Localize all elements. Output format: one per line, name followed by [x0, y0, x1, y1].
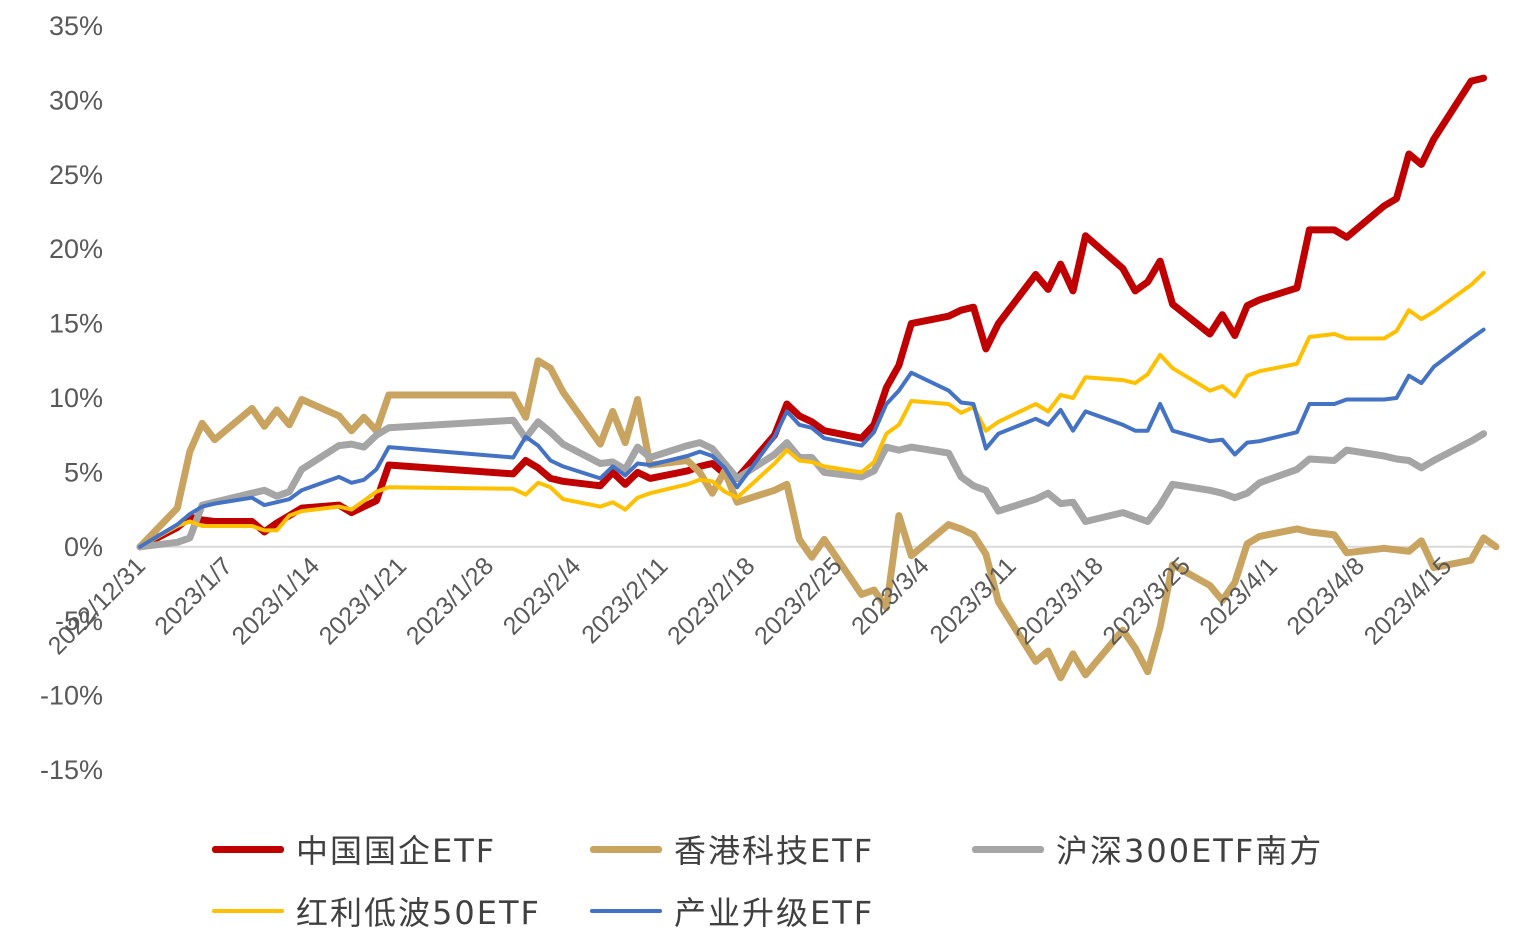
series-line-1	[136, 357, 1500, 682]
x-tick-label: 2023/4/15	[1359, 552, 1457, 650]
legend-item-industry-upgrade: 产业升级ETF	[590, 888, 874, 934]
legend-label-csi300: 沪深300ETF南方	[1056, 832, 1324, 870]
legend-item-csi300: 沪深300ETF南方	[972, 826, 1323, 872]
y-tick-label: 10%	[49, 383, 103, 413]
y-axis-ticks: 35% 30% 25% 20% 15% 10% 5% 0% -5% -10% -15%	[40, 11, 103, 785]
y-tick-label: -5%	[55, 606, 103, 636]
y-tick-label: 25%	[49, 160, 103, 190]
y-tick-label: -10%	[40, 681, 103, 711]
legend-swatch-dividend-lowvol	[212, 909, 284, 913]
x-axis-ticks: 2022/12/312023/1/72023/1/142023/1/212023…	[43, 552, 1458, 660]
x-tick-label: 2023/1/28	[401, 552, 499, 650]
legend-item-dividend-lowvol: 红利低波50ETF	[212, 888, 541, 934]
y-tick-label: -15%	[40, 755, 103, 785]
y-tick-label: 35%	[49, 11, 103, 41]
x-tick-label: 2023/4/8	[1281, 552, 1370, 641]
series-line-0	[136, 74, 1488, 551]
legend-swatch-china-soe	[212, 845, 284, 853]
x-tick-label: 2023/3/18	[1010, 552, 1108, 650]
series-line-4	[138, 327, 1486, 549]
legend-swatch-csi300	[972, 845, 1044, 853]
series-line-3	[138, 271, 1486, 549]
series-line-2	[136, 416, 1488, 551]
x-tick-label: 2023/2/11	[576, 552, 673, 649]
x-tick-label: 2023/1/7	[149, 552, 238, 641]
legend-label-china-soe: 中国国企ETF	[296, 832, 497, 870]
legend-swatch-industry-upgrade	[590, 909, 662, 913]
legend-label-industry-upgrade: 产业升级ETF	[674, 894, 875, 932]
x-tick-label: 2023/1/14	[227, 552, 326, 651]
x-tick-label: 2023/2/4	[498, 552, 587, 641]
legend-item-hk-tech: 香港科技ETF	[590, 826, 874, 872]
x-tick-label: 2023/3/11	[925, 552, 1022, 649]
legend-label-hk-tech: 香港科技ETF	[674, 832, 875, 870]
y-tick-label: 15%	[49, 309, 103, 339]
x-tick-label: 2023/2/25	[749, 552, 847, 650]
x-tick-label: 2023/1/21	[314, 552, 412, 650]
y-tick-label: 5%	[64, 457, 103, 487]
y-tick-label: 0%	[64, 532, 103, 562]
legend-label-dividend-lowvol: 红利低波50ETF	[296, 894, 541, 932]
series-layer	[136, 74, 1500, 682]
y-tick-label: 20%	[49, 234, 103, 264]
x-tick-label: 2023/2/18	[662, 552, 760, 650]
y-tick-label: 30%	[49, 85, 103, 115]
x-tick-label: 2023/3/25	[1097, 552, 1195, 650]
legend-swatch-hk-tech	[590, 845, 662, 853]
legend-item-china-soe: 中国国企ETF	[212, 826, 496, 872]
